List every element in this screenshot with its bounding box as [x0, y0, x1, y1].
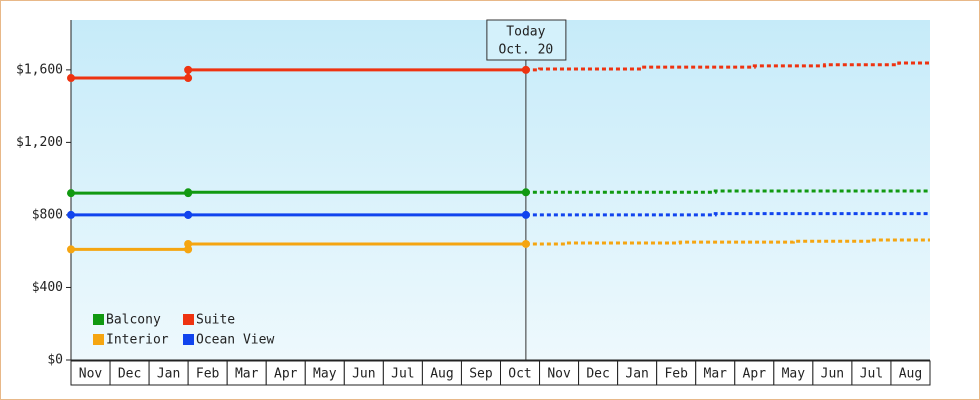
x-cell	[148, 360, 189, 386]
x-cell	[343, 360, 384, 386]
x-tick-label: Jan	[157, 367, 180, 382]
x-tick-label: Feb	[664, 367, 688, 382]
legend-swatch	[93, 334, 104, 345]
x-tick-label: Nov	[547, 367, 571, 382]
price-point	[521, 65, 530, 74]
x-tick-label: May	[782, 367, 806, 382]
x-cell	[382, 360, 423, 386]
x-tick-label: Aug	[430, 367, 453, 382]
x-cell	[304, 360, 345, 386]
price-line	[71, 68, 526, 80]
x-cell	[226, 360, 267, 386]
x-tick-label: Feb	[196, 367, 220, 382]
x-tick-label: Dec	[118, 367, 141, 382]
y-tick-label: $400	[32, 280, 63, 295]
x-tick-label: Jan	[625, 367, 648, 382]
today-title: Today	[506, 25, 545, 40]
x-tick-label: Sep	[469, 367, 493, 382]
price-point	[521, 239, 530, 248]
price-line	[71, 190, 526, 195]
forecast-line	[525, 189, 930, 194]
x-cell	[70, 360, 111, 386]
y-tick-label: $800	[32, 207, 63, 222]
today-box	[486, 19, 567, 61]
x-tick-label: Jul	[860, 367, 883, 382]
legend-swatch	[183, 314, 194, 325]
x-cell	[421, 360, 462, 386]
price-point	[521, 210, 530, 219]
y-tick-label: $1,600	[16, 62, 63, 77]
legend-swatch	[93, 314, 104, 325]
price-point	[184, 74, 193, 83]
x-cell	[890, 360, 931, 386]
x-cell	[187, 360, 228, 386]
price-point	[184, 239, 193, 248]
legend-label: Suite	[196, 313, 235, 328]
price-point	[67, 245, 75, 254]
x-tick-label: Nov	[79, 367, 103, 382]
x-cell	[734, 360, 775, 386]
price-point	[67, 189, 75, 198]
legend-swatch	[183, 334, 194, 345]
price-point	[184, 188, 193, 197]
x-cell	[773, 360, 814, 386]
price-point	[184, 65, 193, 74]
legend-label: Balcony	[106, 313, 161, 328]
y-tick-label: $1,200	[16, 135, 63, 150]
y-tick-label: $0	[47, 353, 63, 368]
today-date: Oct. 20	[498, 43, 553, 58]
x-tick-label: Dec	[586, 367, 609, 382]
forecast-line	[525, 61, 930, 72]
x-tick-label: Apr	[743, 367, 767, 382]
x-cell	[617, 360, 658, 386]
x-tick-label: May	[313, 367, 337, 382]
x-cell	[812, 360, 853, 386]
x-tick-label: Mar	[704, 367, 728, 382]
x-tick-label: Mar	[235, 367, 259, 382]
price-point	[184, 210, 193, 219]
x-cell	[109, 360, 150, 386]
x-cell	[578, 360, 619, 386]
x-cell	[656, 360, 697, 386]
x-cell	[539, 360, 580, 386]
x-cell	[265, 360, 306, 386]
x-tick-label: Apr	[274, 367, 298, 382]
price-point	[67, 74, 75, 83]
price-point	[521, 188, 530, 197]
forecast-line	[525, 212, 930, 217]
legend-label: Ocean View	[196, 333, 274, 348]
x-tick-label: Oct	[508, 367, 531, 382]
x-tick-label: Jun	[352, 367, 375, 382]
x-tick-label: Aug	[899, 367, 922, 382]
price-point	[67, 210, 75, 219]
x-tick-label: Jun	[821, 367, 844, 382]
legend-label: Interior	[106, 333, 169, 348]
forecast-line	[525, 238, 930, 246]
x-tick-label: Jul	[391, 367, 414, 382]
x-cell	[695, 360, 736, 386]
